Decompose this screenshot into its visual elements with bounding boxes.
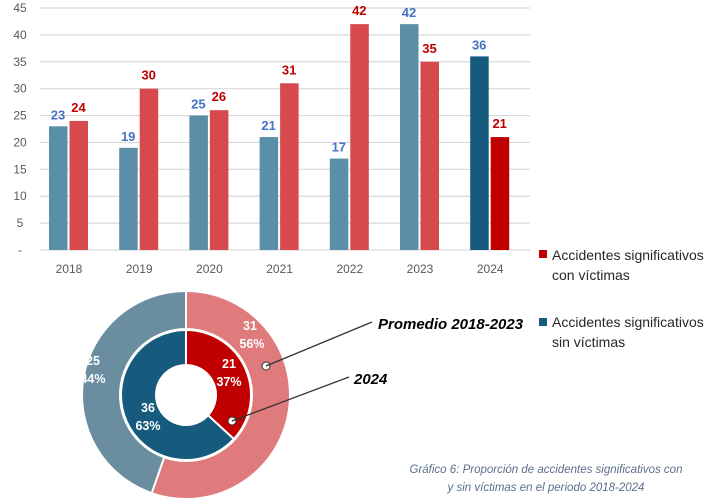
donut-value-label: 36 <box>141 401 155 415</box>
x-tick-label: 2022 <box>336 262 363 276</box>
caption-line: y sin víctimas en el periodo 2018-2024 <box>447 482 645 494</box>
x-tick-label: 2020 <box>196 262 223 276</box>
callout-line <box>231 376 350 422</box>
donut-value-label: 25 <box>86 354 100 368</box>
data-label: 21 <box>492 116 506 131</box>
x-tick-label: 2019 <box>126 262 153 276</box>
callout-inner-ring: 2024 <box>353 371 388 388</box>
donut-value-label: 21 <box>222 357 236 371</box>
donut-value-label: 31 <box>243 319 257 333</box>
legend-label: sin víctimas <box>552 334 625 350</box>
legend-label: Accidentes significativos <box>552 314 704 330</box>
legend: Accidentes significativos con víctimas A… <box>539 247 704 350</box>
data-label: 42 <box>402 5 416 20</box>
bar <box>259 137 279 250</box>
x-tick-label: 2023 <box>407 262 434 276</box>
x-tick-label: 2024 <box>477 262 504 276</box>
y-tick-label: 5 <box>17 216 24 230</box>
bar <box>49 126 68 250</box>
y-tick-label: 45 <box>13 1 27 15</box>
donut-slice <box>185 328 252 441</box>
data-label: 42 <box>352 3 366 18</box>
bar <box>119 147 138 250</box>
caption: Gráfico 6: Proporción de accidentes sign… <box>410 464 683 494</box>
bar <box>350 24 369 251</box>
bar <box>69 120 88 250</box>
bar <box>400 24 419 251</box>
bar <box>490 137 510 250</box>
y-tick-label: 25 <box>13 109 27 123</box>
donut-percent-label: 44% <box>80 372 105 386</box>
data-label: 23 <box>51 107 65 122</box>
bar <box>329 158 349 250</box>
bar-chart: - 5 10 15 20 25 30 35 40 45 2018 23 24 2019 19 30 2020 25… <box>13 1 530 276</box>
legend-label: con víctimas <box>552 267 630 283</box>
donut-percent-label: 37% <box>216 375 241 389</box>
x-tick-label: 2018 <box>56 262 83 276</box>
donut-percent-label: 56% <box>239 337 264 351</box>
y-tick-label: 30 <box>13 82 27 96</box>
callout-line <box>265 321 373 367</box>
x-tick-label: 2021 <box>266 262 293 276</box>
caption-line: Gráfico 6: Proporción de accidentes sign… <box>410 464 683 476</box>
donut-chart: 31 56% 25 44% 21 37% 36 63% <box>80 289 291 500</box>
donut-slice <box>120 328 236 461</box>
data-label: 31 <box>282 62 296 77</box>
data-label: 30 <box>141 68 155 83</box>
y-tick-label: - <box>18 243 22 257</box>
callout-outer-ring: Promedio 2018-2023 <box>378 316 524 333</box>
donut-percent-label: 63% <box>135 419 160 433</box>
data-label: 26 <box>212 89 226 104</box>
callouts: Promedio 2018-2023 2024 <box>231 316 524 422</box>
bar <box>189 115 208 250</box>
data-label: 25 <box>191 97 205 112</box>
bar <box>209 110 229 250</box>
bar <box>420 61 439 251</box>
data-label: 21 <box>261 118 275 133</box>
y-tick-label: 35 <box>13 55 27 69</box>
y-tick-label: 10 <box>13 189 27 203</box>
legend-label: Accidentes significativos <box>552 247 704 263</box>
data-label: 24 <box>71 100 86 115</box>
bar <box>139 88 159 251</box>
bar <box>280 83 299 251</box>
y-tick-label: 15 <box>13 162 27 176</box>
legend-swatch-sin-victimas <box>539 318 547 326</box>
data-label: 36 <box>472 37 486 52</box>
y-tick-label: 20 <box>13 135 27 149</box>
legend-swatch-con-victimas <box>539 250 547 258</box>
bar <box>470 56 489 251</box>
data-label: 17 <box>332 140 346 155</box>
data-label: 35 <box>422 41 436 56</box>
y-tick-label: 40 <box>13 28 27 42</box>
data-label: 19 <box>121 129 135 144</box>
